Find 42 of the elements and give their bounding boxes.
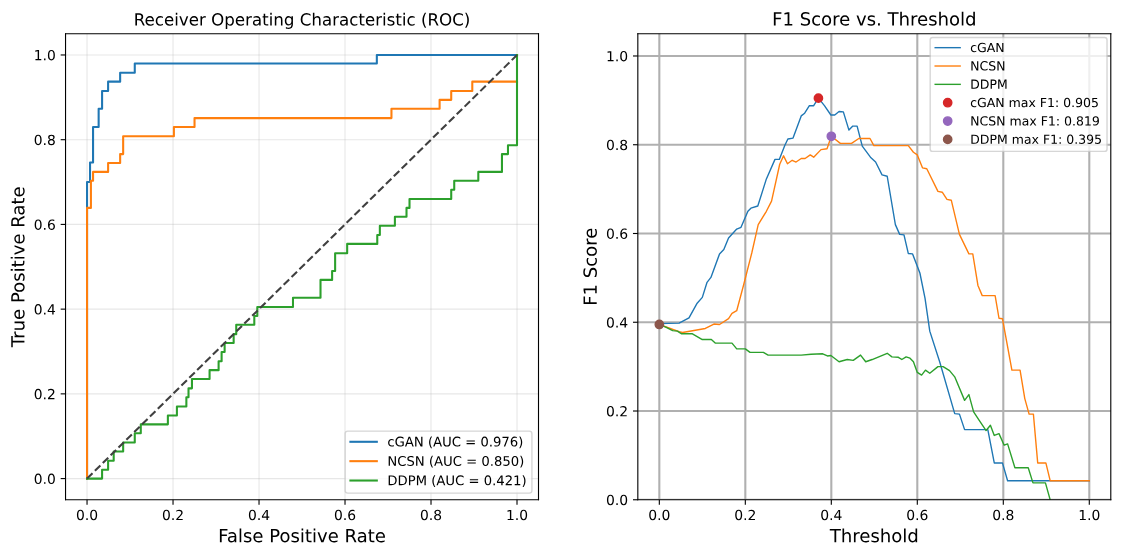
x-tick-label: 0.4 [248, 509, 270, 521]
y-tick-label: 0.4 [606, 317, 628, 328]
x-tick-label: 0.8 [993, 509, 1014, 521]
legend-label: cGAN (AUC = 0.976) [388, 436, 523, 449]
y-tick-label: 0.8 [606, 139, 628, 151]
x-tick-label: 0.0 [649, 509, 670, 521]
legend-label: DDPM (AUC = 0.421) [388, 475, 526, 487]
y-tick-label: 0.2 [606, 405, 627, 417]
y-tick-label: 0.4 [34, 304, 56, 315]
y-tick-label: 0.0 [34, 473, 55, 485]
chart-title: Receiver Operating Characteristic (ROC) [135, 12, 469, 29]
x-tick-label: 0.0 [76, 509, 98, 521]
x-tick-label: 1.0 [1079, 509, 1100, 521]
y-axis-title: True Positive Rate [10, 187, 25, 348]
x-tick-label: 0.4 [821, 509, 842, 521]
chart-title: F1 Score vs. Threshold [773, 11, 975, 26]
legend-label: cGAN max F1: 0.905 [970, 97, 1098, 108]
x-axis-title: Threshold [829, 528, 918, 543]
x-tick-label: 0.8 [420, 509, 442, 521]
x-tick-label: 0.6 [334, 509, 356, 521]
y-axis-title: F1 Score [583, 228, 597, 305]
x-tick-label: 0.2 [735, 509, 755, 521]
x-tick-label: 0.2 [162, 509, 183, 521]
y-tick-label: 0.8 [34, 134, 55, 146]
legend-label: cGAN [970, 42, 1004, 53]
y-tick-label: 1.0 [607, 50, 628, 62]
y-tick-label: 0.6 [34, 219, 55, 230]
legend-label: DDPM max F1: 0.395 [971, 134, 1101, 144]
point [826, 131, 837, 142]
y-tick-label: 0.2 [34, 388, 55, 400]
x-tick-label: 1.0 [507, 509, 528, 521]
y-tick-label: 0.0 [606, 494, 628, 506]
legend-label: DDPM [971, 79, 1007, 89]
point [813, 93, 824, 104]
legend-label: NCSN max F1: 0.819 [971, 116, 1099, 126]
legend-label: NCSN [971, 61, 1005, 71]
legend-label: NCSN (AUC = 0.850) [388, 455, 524, 468]
y-tick-label: 0.6 [606, 228, 628, 239]
point [654, 319, 665, 330]
x-tick-label: 0.6 [907, 509, 928, 521]
y-tick-label: 1.0 [35, 49, 55, 61]
x-axis-title: False Positive Rate [219, 528, 385, 543]
